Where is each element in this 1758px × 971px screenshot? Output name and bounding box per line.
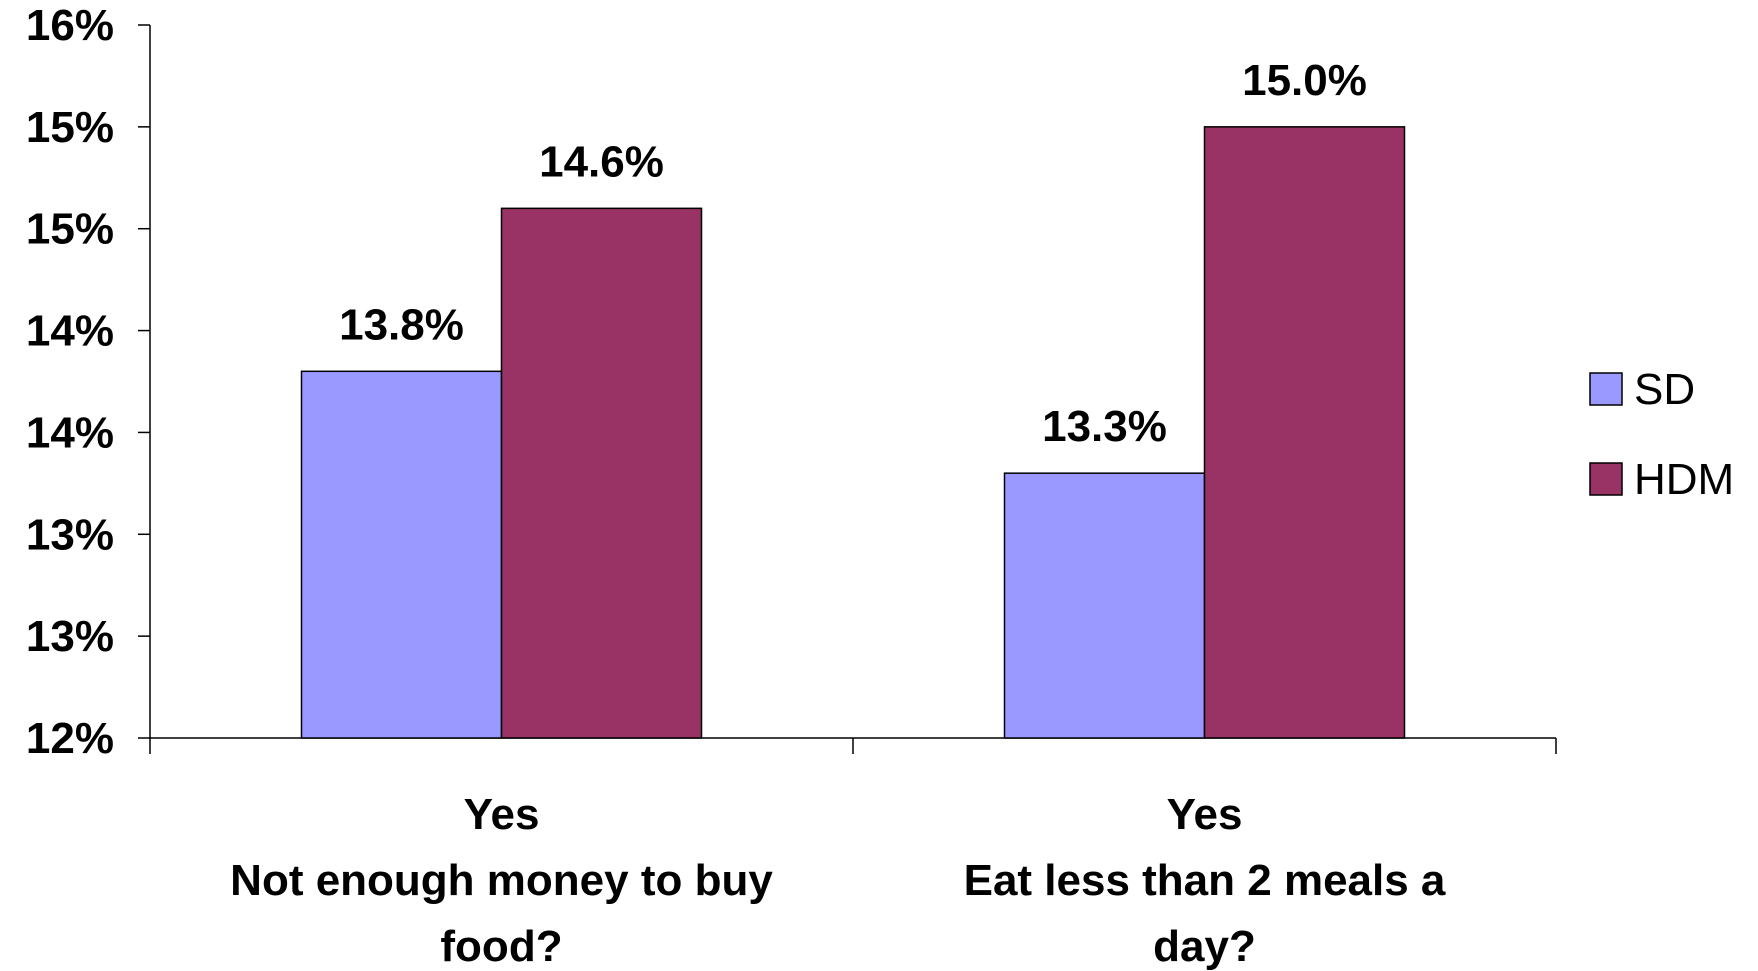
bar-hdm — [500, 207, 703, 739]
category-labels: Yes Not enough money to buy food? Yes Eat le… — [230, 790, 1446, 971]
bars — [300, 126, 1406, 739]
legend-swatch-hdm — [1589, 462, 1623, 496]
category-label: day? — [1153, 922, 1256, 971]
x-axis — [149, 737, 1557, 754]
category-label: Yes — [1167, 790, 1243, 839]
y-tick-label: 14% — [26, 408, 114, 457]
data-label-sd: 13.8% — [339, 300, 464, 349]
category-label: Eat less than 2 meals a — [964, 856, 1446, 905]
category-label: food? — [440, 922, 562, 971]
y-tick-label: 16% — [26, 1, 114, 50]
y-tick-label: 15% — [26, 205, 114, 254]
data-label-hdm: 15.0% — [1242, 56, 1367, 105]
y-tick-label: 14% — [26, 307, 114, 356]
data-label-sd: 13.3% — [1042, 402, 1167, 451]
y-tick-label: 15% — [26, 103, 114, 152]
bar-sd — [1003, 472, 1206, 739]
y-axis: 12% 13% 13% 14% 14% 15% 15% 16% — [26, 1, 151, 763]
bar-sd — [300, 370, 503, 739]
data-labels: 13.8% 14.6% 13.3% 15.0% — [339, 56, 1367, 451]
y-tick-label: 13% — [26, 612, 114, 661]
y-tick-label: 12% — [26, 714, 114, 763]
legend-swatch-sd — [1589, 372, 1623, 406]
data-label-hdm: 14.6% — [539, 137, 664, 186]
category-label: Yes — [464, 790, 540, 839]
legend: SD HDM — [1589, 365, 1734, 504]
category-label: Not enough money to buy — [230, 856, 773, 905]
legend-label-hdm: HDM — [1634, 455, 1734, 504]
bar-hdm — [1203, 126, 1406, 739]
legend-label-sd: SD — [1634, 365, 1695, 414]
y-tick-label: 13% — [26, 510, 114, 559]
